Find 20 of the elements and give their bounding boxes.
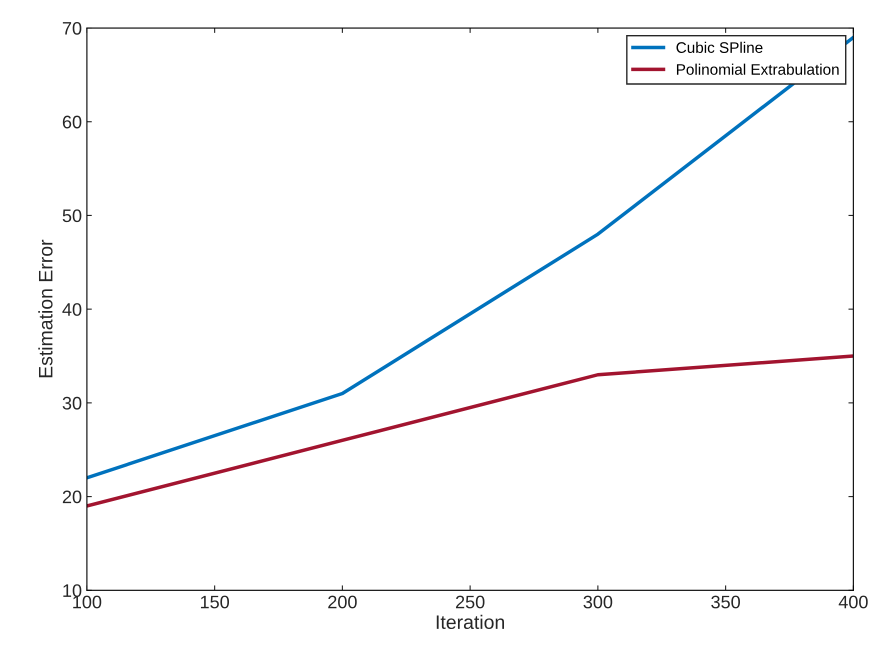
y-tick-label: 10: [63, 584, 82, 598]
x-tick-label: 200: [328, 596, 357, 608]
x-tick-label: 150: [200, 596, 229, 608]
y-tick-label: 20: [62, 490, 82, 504]
x-tick-label: 400: [838, 596, 868, 608]
legend-label: Cubic SPline: [676, 42, 763, 53]
x-tick-label: 300: [584, 596, 612, 608]
y-tick-label: 50: [62, 209, 82, 222]
x-tick-label: 350: [711, 596, 740, 608]
y-axis-title: Estimation Error: [38, 240, 53, 378]
y-tick-label: 70: [62, 22, 82, 35]
line-series: [86, 36, 854, 480]
legend-label: Polinomial Extrabulation: [676, 64, 839, 75]
x-tick-label: 100: [73, 596, 102, 608]
y-tick-label: 60: [62, 116, 82, 128]
x-axis-title: Iteration: [436, 614, 504, 630]
y-tick-label: 40: [62, 303, 82, 316]
x-tick-label: 250: [456, 596, 484, 608]
line-series: [86, 354, 854, 508]
y-tick-label: 30: [62, 396, 82, 410]
